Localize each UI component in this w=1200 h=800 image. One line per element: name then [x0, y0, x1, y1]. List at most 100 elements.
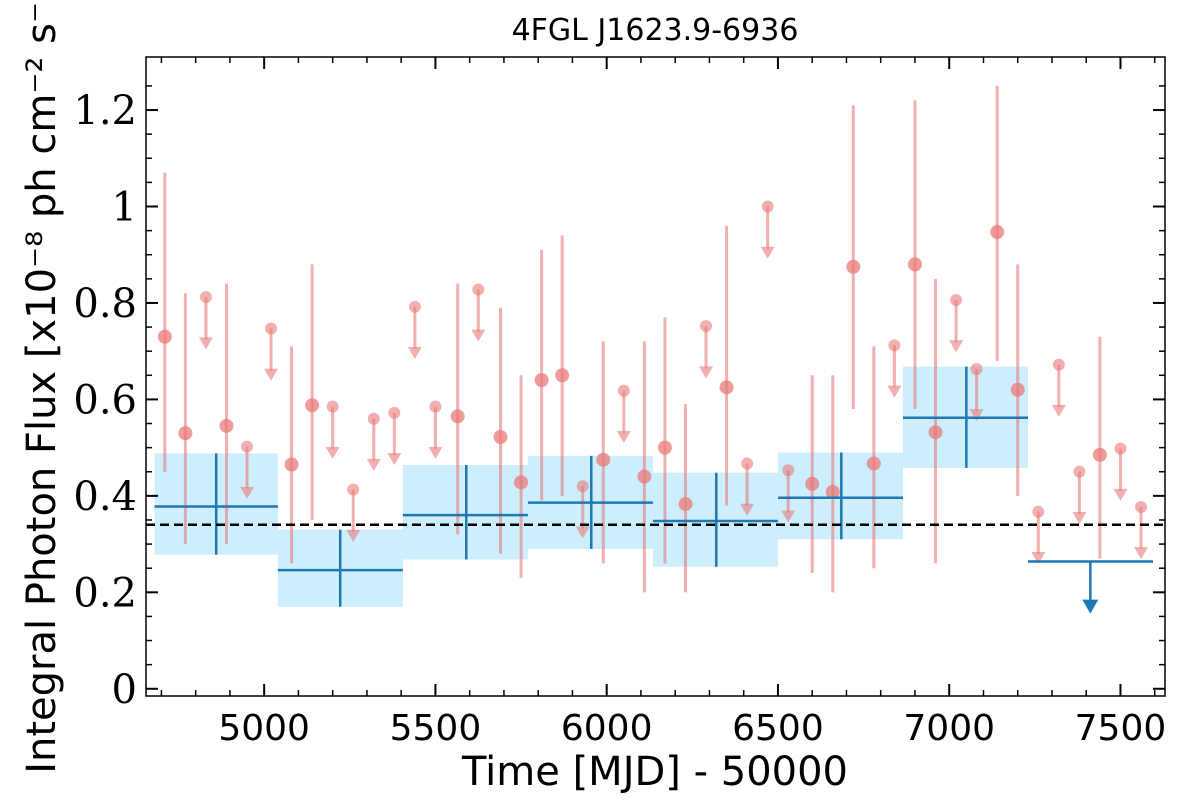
- upper-limit-marker: [367, 412, 380, 425]
- short-bin-marker: [596, 452, 611, 467]
- x-tick-labels: 5000 5500 6000 6500 7000 7500: [218, 708, 1166, 749]
- short-bin-marker: [284, 457, 299, 472]
- upper-limit-marker: [576, 480, 589, 493]
- short-bin-upper-limit: [1072, 465, 1087, 524]
- short-bin-marker: [678, 497, 693, 512]
- long-bin-layer: [154, 366, 1154, 614]
- short-bin-marker: [305, 398, 320, 413]
- short-bin-marker: [1092, 447, 1107, 462]
- upper-limit-marker: [1073, 465, 1086, 478]
- upper-limit-marker: [1032, 505, 1045, 518]
- short-bin-upper-limit: [1031, 505, 1046, 565]
- short-bin-marker: [825, 485, 840, 500]
- upper-limit-arrow-head: [1031, 552, 1046, 565]
- short-bin-marker: [493, 430, 508, 445]
- short-bin-marker: [805, 476, 820, 491]
- upper-limit-arrow-head: [1051, 404, 1066, 417]
- x-tick-label: 5000: [218, 708, 310, 749]
- upper-limit-arrow-head: [471, 329, 486, 342]
- y-tick-label: 1.2: [73, 88, 137, 134]
- upper-limit-marker: [741, 457, 754, 470]
- short-bin-point: [1010, 264, 1025, 496]
- short-bin-upper-limit: [740, 457, 755, 516]
- upper-limit-marker: [265, 322, 278, 335]
- upper-limit-marker: [761, 200, 774, 213]
- upper-limit-arrow-head: [699, 366, 714, 379]
- upper-limit-marker: [950, 294, 963, 307]
- upper-limit-marker: [888, 339, 901, 352]
- short-bin-upper-limit: [949, 294, 964, 353]
- short-bin-marker: [928, 425, 943, 440]
- upper-limit-arrow-head: [198, 337, 213, 350]
- short-bin-marker: [534, 373, 549, 388]
- short-bin-upper-limit: [240, 440, 255, 499]
- upper-limit-arrow-head: [887, 385, 902, 398]
- short-bin-point: [1092, 336, 1107, 559]
- y-tick-label: 0.2: [73, 570, 137, 616]
- long-bin-point: [277, 529, 403, 607]
- short-bin-point: [825, 375, 840, 593]
- upper-limit-arrow-head: [366, 458, 381, 471]
- short-bin-marker: [555, 368, 570, 383]
- short-bin-point: [846, 105, 861, 410]
- short-bin-upper-limit: [387, 406, 402, 466]
- upper-limit-arrow-head: [781, 510, 796, 523]
- short-bin-marker: [450, 409, 465, 424]
- short-bin-point: [990, 85, 1005, 361]
- short-bin-upper-limit: [366, 412, 381, 471]
- y-tick-label: 0: [112, 667, 137, 713]
- short-bin-point: [678, 404, 693, 593]
- short-bin-point: [928, 278, 943, 564]
- short-bin-upper-limit: [969, 363, 984, 422]
- short-bin-layer: [157, 85, 1149, 593]
- upper-limit-marker: [408, 300, 421, 313]
- short-bin-upper-limit: [325, 400, 340, 459]
- short-bin-marker: [719, 380, 734, 395]
- short-bin-marker: [157, 329, 172, 344]
- short-bin-upper-limit: [1051, 358, 1066, 417]
- upper-limit-arrow-head: [1113, 488, 1128, 501]
- short-bin-upper-limit: [346, 483, 361, 542]
- short-bin-marker: [178, 426, 193, 441]
- short-bin-point: [178, 293, 193, 545]
- upper-limit-marker: [700, 320, 713, 333]
- short-bin-point: [493, 307, 508, 554]
- short-bin-point: [657, 317, 672, 564]
- chart-title: 4FGL J1623.9-6936: [512, 13, 799, 48]
- long-bin-point: [527, 455, 653, 549]
- short-bin-upper-limit: [1134, 500, 1149, 560]
- short-bin-point: [637, 341, 652, 593]
- upper-limit-marker: [347, 483, 360, 496]
- upper-limit-marker: [429, 400, 442, 413]
- short-bin-upper-limit: [887, 339, 902, 398]
- short-bin-marker: [657, 440, 672, 455]
- long-bin-upper-limit: [1027, 560, 1154, 614]
- short-bin-point: [305, 264, 320, 520]
- x-tick-label: 6000: [561, 708, 653, 749]
- y-tick-label: 1: [112, 185, 137, 231]
- y-tick-label: 0.4: [73, 474, 137, 520]
- upper-limit-arrow-head: [575, 526, 590, 539]
- upper-limit-marker: [388, 406, 401, 419]
- short-bin-upper-limit: [471, 283, 486, 342]
- upper-limit-arrow-head: [1072, 511, 1087, 524]
- short-bin-point: [866, 346, 881, 569]
- upper-limit-arrow-head: [387, 453, 402, 466]
- upper-limit-marker: [970, 363, 983, 376]
- upper-limit-arrow-head: [407, 347, 422, 360]
- short-bin-point: [514, 375, 529, 578]
- short-bin-marker: [219, 418, 234, 433]
- short-bin-upper-limit: [781, 464, 796, 523]
- short-bin-point: [219, 283, 234, 545]
- short-bin-marker: [637, 469, 652, 484]
- upper-limit-arrow-head: [969, 409, 984, 422]
- upper-limit-arrow-head: [949, 340, 964, 353]
- upper-limit-arrow-head: [346, 529, 361, 542]
- y-tick-label: 0.8: [73, 281, 137, 327]
- upper-limit-arrow-head: [760, 246, 775, 259]
- short-bin-marker: [866, 456, 881, 471]
- short-bin-point: [719, 225, 734, 506]
- upper-limit-marker: [1114, 442, 1127, 455]
- upper-limit-marker: [326, 400, 339, 413]
